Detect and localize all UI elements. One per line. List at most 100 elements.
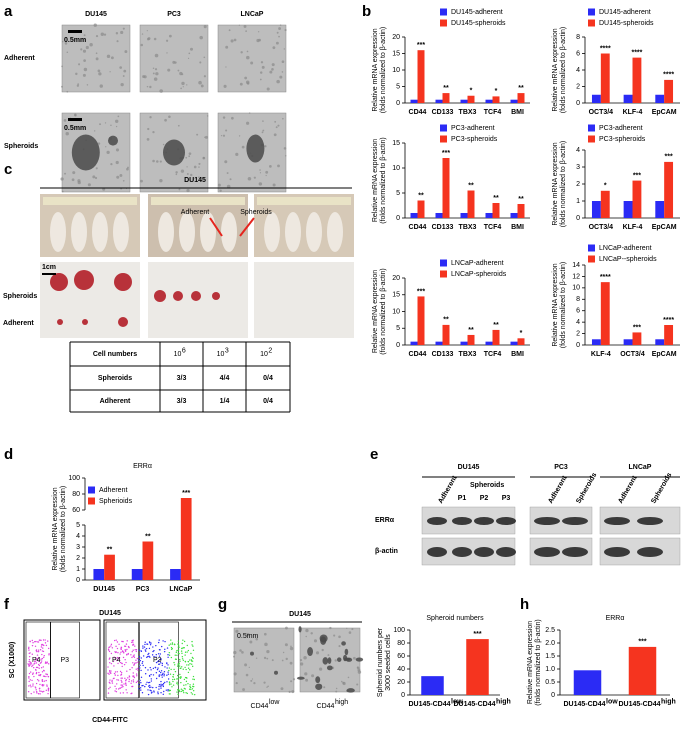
cell [203, 75, 206, 78]
event-dot [151, 691, 153, 693]
event-dot [188, 688, 191, 690]
event-dot [126, 670, 128, 672]
event-dot [124, 659, 126, 661]
event-dot [125, 661, 127, 664]
band [604, 547, 630, 557]
bar [492, 96, 500, 103]
event-dot [145, 683, 147, 685]
event-dot [112, 660, 115, 663]
event-dot [115, 688, 117, 690]
event-dot [108, 650, 111, 653]
event-dot [158, 659, 160, 662]
event-dot [35, 672, 38, 675]
cell [269, 70, 273, 74]
y-axis-label: (folds normalized to β-actin) [380, 268, 387, 355]
event-dot [182, 647, 184, 649]
cell [159, 89, 163, 93]
event-dot [141, 662, 143, 665]
table-cell: 3/3 [177, 375, 187, 382]
cell [243, 25, 247, 28]
event-dot [35, 691, 38, 693]
event-dot [38, 680, 40, 682]
event-dot [141, 660, 144, 663]
cell [61, 190, 64, 193]
significance: ** [493, 195, 499, 202]
y-tick-label: 100 [393, 627, 405, 634]
band [534, 547, 560, 557]
cell [154, 68, 158, 71]
spheroid [326, 665, 333, 671]
y-tick-label: 0 [551, 692, 555, 699]
event-dot [119, 661, 122, 664]
event-dot [31, 653, 34, 655]
bar [442, 324, 450, 345]
event-dot [134, 645, 136, 647]
scale-bar [68, 30, 82, 33]
event-dot [169, 689, 172, 692]
mouse [113, 212, 129, 252]
bar [467, 190, 475, 218]
cell [153, 77, 158, 81]
cell [80, 48, 83, 51]
event-dot [40, 690, 42, 693]
group-header: LNCaP [629, 464, 652, 471]
event-dot [192, 683, 195, 685]
event-dot [126, 648, 128, 651]
event-dot [155, 671, 158, 674]
legend-swatch [588, 244, 595, 252]
event-dot [144, 643, 146, 646]
event-dot [146, 643, 149, 645]
event-dot [186, 644, 188, 647]
event-dot [154, 666, 157, 669]
event-dot [39, 683, 41, 686]
event-dot [110, 672, 112, 675]
significance: *** [633, 172, 641, 179]
event-dot [193, 678, 196, 681]
event-dot [161, 664, 163, 667]
cell [106, 54, 111, 59]
lane-label: Adherent [617, 474, 639, 505]
cell [146, 30, 148, 32]
cell [95, 35, 99, 38]
event-dot [40, 667, 43, 669]
event-dot [155, 677, 158, 680]
event-dot [170, 648, 173, 651]
event-dot [175, 651, 178, 654]
event-dot [186, 651, 188, 653]
cell [188, 152, 192, 155]
y-tick-label: 1 [76, 566, 80, 573]
event-dot [135, 649, 138, 651]
x-tick-label: TBX3 [459, 224, 477, 231]
event-dot [191, 656, 194, 659]
bar [510, 99, 518, 103]
cell [279, 24, 282, 26]
event-dot [108, 670, 111, 672]
bar [170, 569, 181, 580]
event-dot [190, 688, 192, 691]
row-label: Adherent [3, 320, 34, 327]
event-dot [150, 642, 152, 644]
event-dot [167, 673, 170, 675]
cell [164, 118, 167, 122]
event-dot [122, 656, 125, 659]
event-dot [178, 652, 180, 655]
cell [225, 66, 227, 68]
cell [281, 60, 285, 64]
cell [258, 182, 263, 186]
event-dot [157, 691, 159, 693]
row-label: Spheroids [4, 143, 38, 150]
event-dot [191, 688, 194, 690]
event-dot [174, 664, 176, 666]
event-dot [139, 687, 142, 689]
mouse [221, 212, 237, 252]
event-dot [42, 685, 44, 687]
event-dot [193, 693, 196, 696]
event-dot [178, 662, 180, 664]
cell [154, 53, 159, 58]
bar [510, 213, 518, 218]
event-dot [176, 665, 179, 667]
cell [193, 165, 197, 169]
y-axis-label: Relative mRNA expression [552, 263, 559, 346]
event-dot [28, 676, 30, 678]
cell [305, 678, 309, 682]
